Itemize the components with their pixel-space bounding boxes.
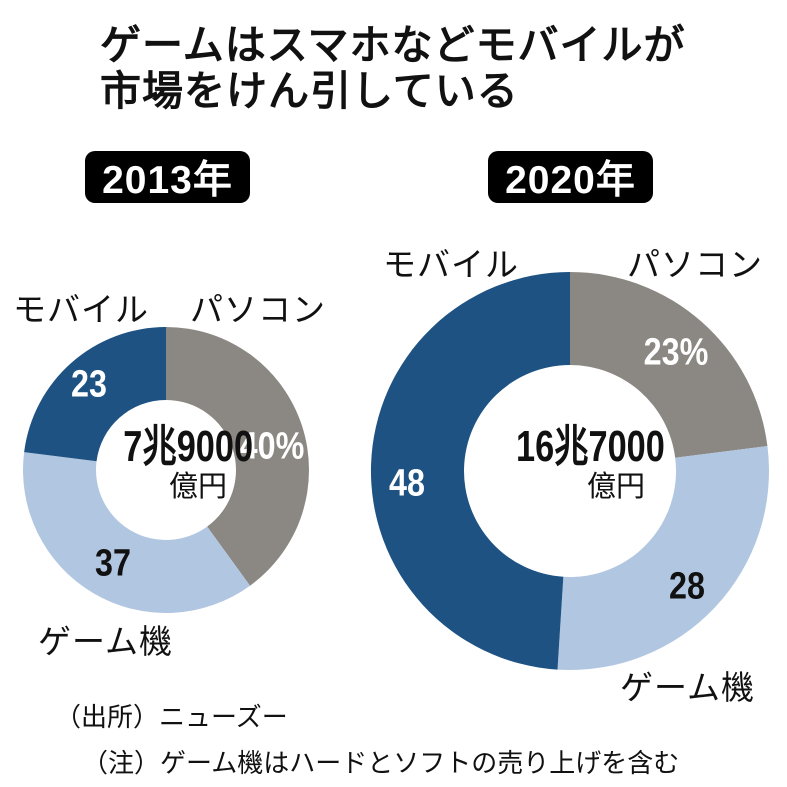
donut-2020-segment-pc bbox=[570, 272, 768, 458]
chart-2013-value-mobile: 23 bbox=[71, 363, 107, 406]
chart-2020-value-pc: 23% bbox=[643, 331, 709, 374]
year-badge-2013: 2013年 bbox=[85, 151, 250, 203]
donut-2020-segment-console bbox=[557, 446, 769, 671]
year-badge-2020-label: 2020年 bbox=[505, 159, 636, 202]
chart-2013-label-pc: パソコン bbox=[190, 291, 326, 328]
chart-2020-value-mobile: 48 bbox=[389, 462, 425, 505]
year-badge-2013-label: 2013年 bbox=[102, 159, 233, 202]
chart-2013-value-console: 37 bbox=[95, 542, 131, 585]
source-note: （出所）ニューズー bbox=[55, 702, 288, 732]
chart-2013-label-mobile: モバイル bbox=[13, 291, 149, 328]
donut-2013-segment-console bbox=[23, 452, 251, 613]
year-badge-2020: 2020年 bbox=[488, 151, 653, 203]
title-line-1: ゲームはスマホなどモバイルが bbox=[100, 22, 686, 68]
chart-2013-center-value: 7兆9000 bbox=[123, 422, 254, 471]
title-line-2: 市場をけん引している bbox=[100, 68, 519, 114]
chart-2013-value-pc: 40% bbox=[239, 425, 305, 468]
chart-2020-center-text: 16兆7000 億円 bbox=[495, 425, 665, 503]
donut-2013-segment-mobile bbox=[24, 327, 166, 462]
chart-2020-label-pc: パソコン bbox=[627, 246, 763, 283]
chart-2020-center-value: 16兆7000 bbox=[515, 422, 665, 471]
page-title: ゲームはスマホなどモバイルが 市場をけん引している bbox=[100, 22, 686, 114]
chart-2020-value-console: 28 bbox=[669, 565, 705, 608]
donut-2013-segment-pc bbox=[166, 327, 309, 586]
donut-2020-segment-mobile bbox=[370, 271, 570, 670]
footnote: （注）ゲーム機はハードとソフトの売り上げを含む bbox=[82, 748, 680, 778]
chart-2020-center-unit: 億円 bbox=[586, 471, 645, 503]
chart-2013-label-console: ゲーム機 bbox=[38, 623, 174, 660]
chart-2020-label-console: ゲーム機 bbox=[620, 669, 756, 706]
chart-2013-center-unit: 億円 bbox=[168, 471, 227, 503]
chart-2020-label-mobile: モバイル bbox=[383, 246, 519, 283]
chart-2013-center-text: 7兆9000 億円 bbox=[105, 425, 253, 503]
